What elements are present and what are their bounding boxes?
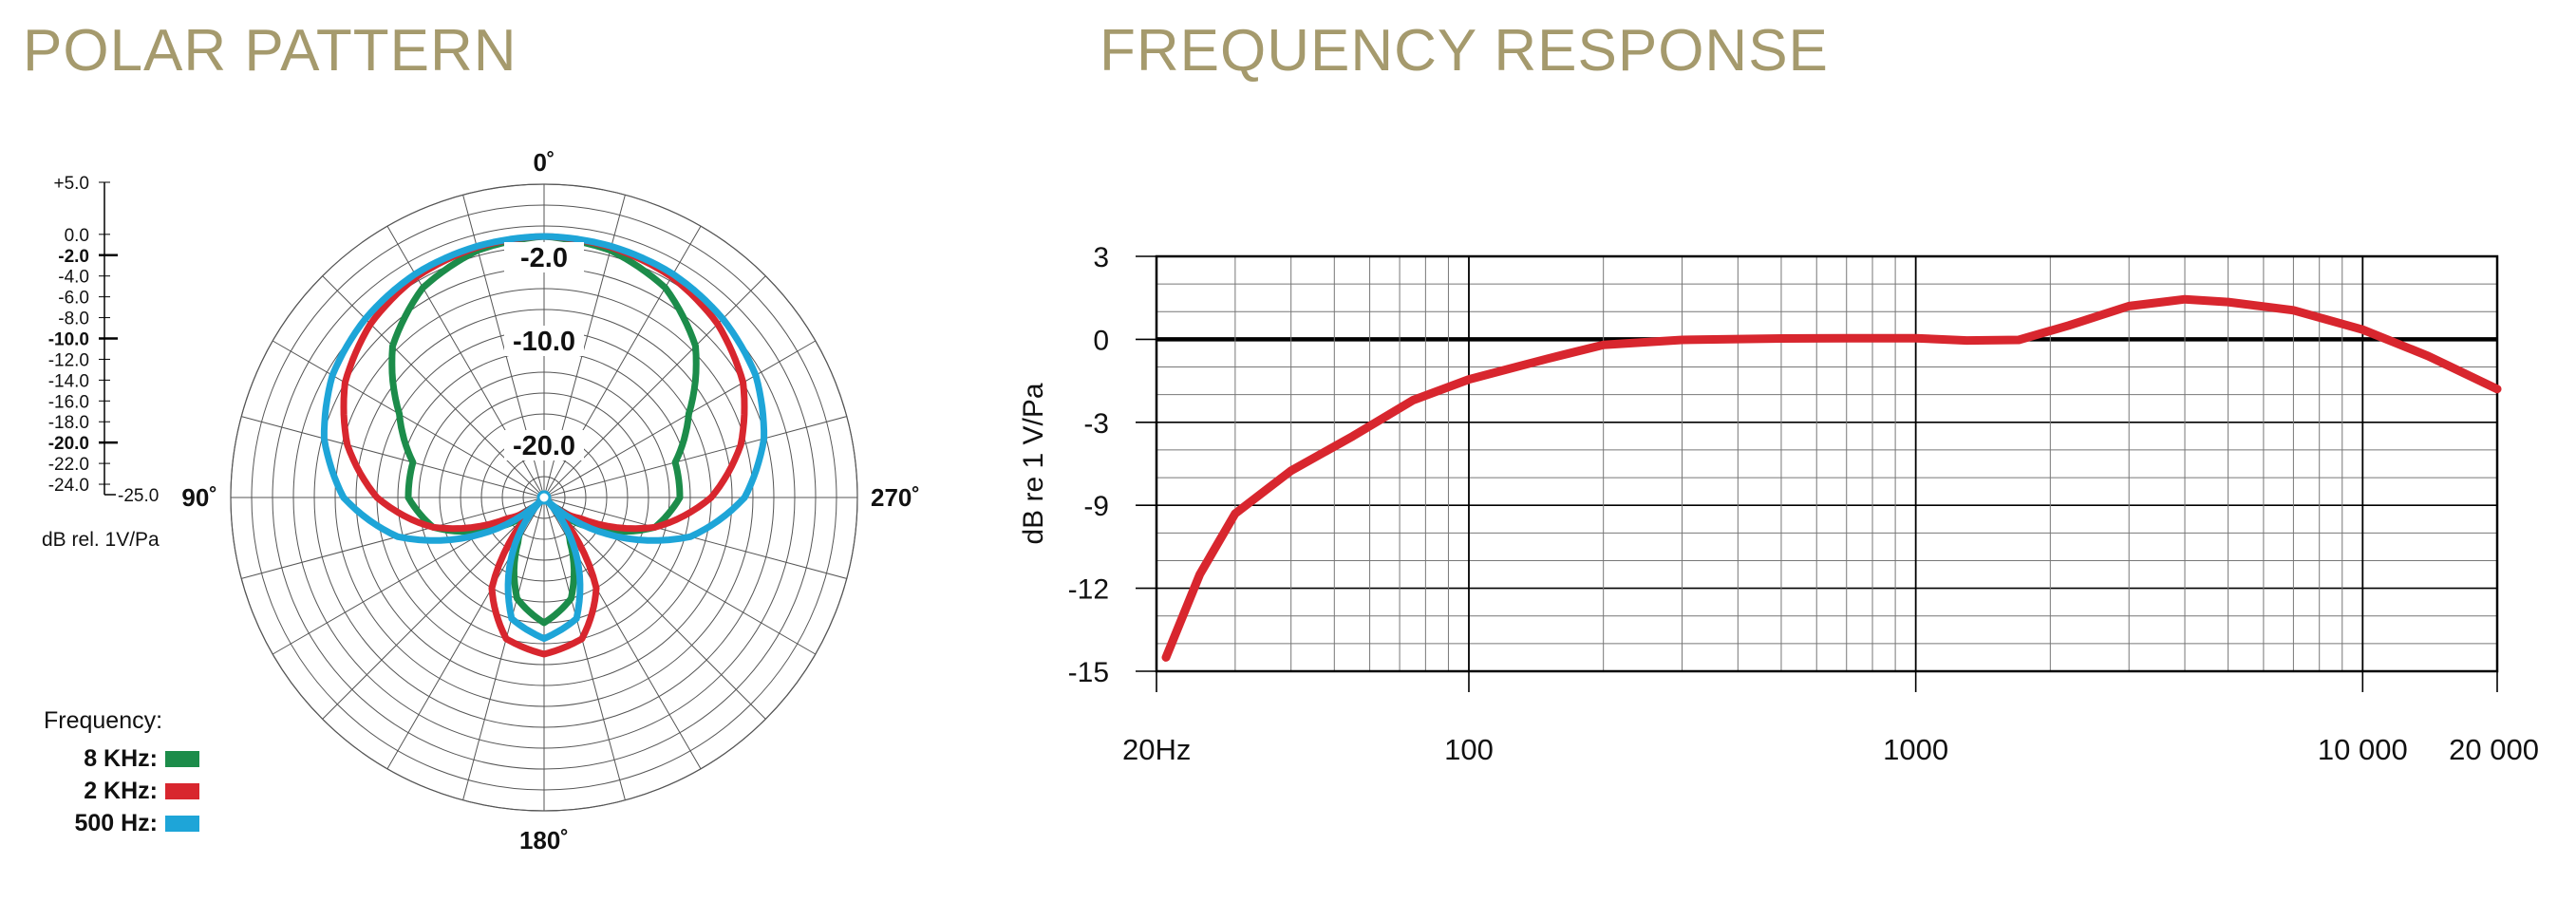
polar-spoke [241, 416, 545, 498]
legend-label: 2 KHz: [84, 777, 158, 804]
polar-series-500-hz [320, 233, 768, 642]
polar-series-2-khz [340, 233, 748, 658]
y-tick-label: 0 [1093, 325, 1109, 356]
polar-spoke [322, 275, 545, 498]
polar-series-8-khz [388, 233, 700, 627]
y-tick-label: 3 [1093, 242, 1109, 273]
polar-chart: 0˚90˚180˚270˚-2.0-10.0-20.0+5.00.0-2.0-4… [48, 148, 920, 854]
ring-label: -10.0 [513, 327, 575, 357]
frequency-legend: Frequency: 8 KHz: 2 KHz: 500 Hz: [44, 707, 199, 839]
y-tick-label: -15 [1068, 657, 1109, 688]
legend-heading: Frequency: [44, 707, 163, 734]
scale-label: 0.0 [65, 226, 89, 246]
legend-label: 500 Hz: [74, 809, 158, 836]
polar-spoke [543, 497, 766, 720]
frequency-response-curve [1161, 294, 2502, 662]
x-tick-label: 1000 [1883, 733, 1948, 766]
scale-label: -25.0 [118, 486, 159, 506]
y-tick-label: -3 [1083, 408, 1109, 440]
legend-label: 8 KHz: [84, 744, 158, 772]
ring-label: -2.0 [520, 243, 568, 273]
y-tick-label: -12 [1068, 574, 1109, 606]
polar-spoke [543, 497, 847, 579]
polar-center [536, 490, 552, 505]
ring-label-bg [504, 242, 584, 272]
legend-swatch [165, 750, 199, 767]
angle-label-180: 180˚ [519, 826, 569, 854]
angle-label-90: 90˚ [181, 483, 217, 512]
ring-label-bg [504, 430, 584, 460]
x-tick-label: 10 000 [2318, 733, 2408, 766]
scale-label: -16.0 [48, 392, 89, 412]
y-axis-label: dB re 1 V/Pa [1018, 383, 1049, 544]
x-tick-label: 100 [1444, 733, 1494, 766]
scale-label: -10.0 [48, 330, 89, 350]
polar-pattern-title: POLAR PATTERN [23, 18, 517, 84]
polar-spoke [543, 340, 817, 498]
scale-label: -8.0 [58, 310, 89, 329]
polar-spoke [543, 416, 847, 498]
polar-spoke [241, 497, 545, 579]
polar-spoke [322, 497, 545, 720]
legend-item-500hz: 500 Hz: [44, 807, 199, 839]
freq-plot-border [1155, 254, 2499, 673]
scale-label: -14.0 [48, 371, 89, 391]
legend-swatch [165, 782, 199, 799]
angle-label-270: 270˚ [871, 483, 920, 512]
ring-label: -20.0 [513, 431, 575, 461]
scale-label: -12.0 [48, 350, 89, 370]
scale-label: -6.0 [58, 289, 89, 309]
x-tick-label: 20 000 [2449, 733, 2539, 766]
scale-label: -18.0 [48, 413, 89, 433]
y-tick-label: -9 [1083, 491, 1109, 522]
scale-label: -4.0 [58, 268, 89, 288]
legend-item-2khz: 2 KHz: [44, 775, 199, 807]
scale-label: -2.0 [58, 247, 89, 267]
polar-spoke [543, 275, 766, 498]
frequency-response-title: FREQUENCY RESPONSE [1100, 18, 1829, 84]
ring-label-bg [504, 326, 584, 356]
polar-spoke [543, 497, 626, 800]
legend-item-8khz: 8 KHz: [44, 742, 199, 775]
polar-spoke [272, 340, 545, 498]
scale-label: -22.0 [48, 455, 89, 475]
scale-label: +5.0 [53, 174, 89, 194]
polar-spoke [462, 497, 545, 800]
scale-label: -24.0 [48, 476, 89, 496]
scale-label: -20.0 [48, 434, 89, 454]
polar-unit-label: dB rel. 1V/Pa [42, 529, 160, 551]
x-tick-label: 20Hz [1122, 733, 1191, 766]
legend-swatch [165, 815, 199, 832]
angle-label-0: 0˚ [533, 148, 555, 177]
